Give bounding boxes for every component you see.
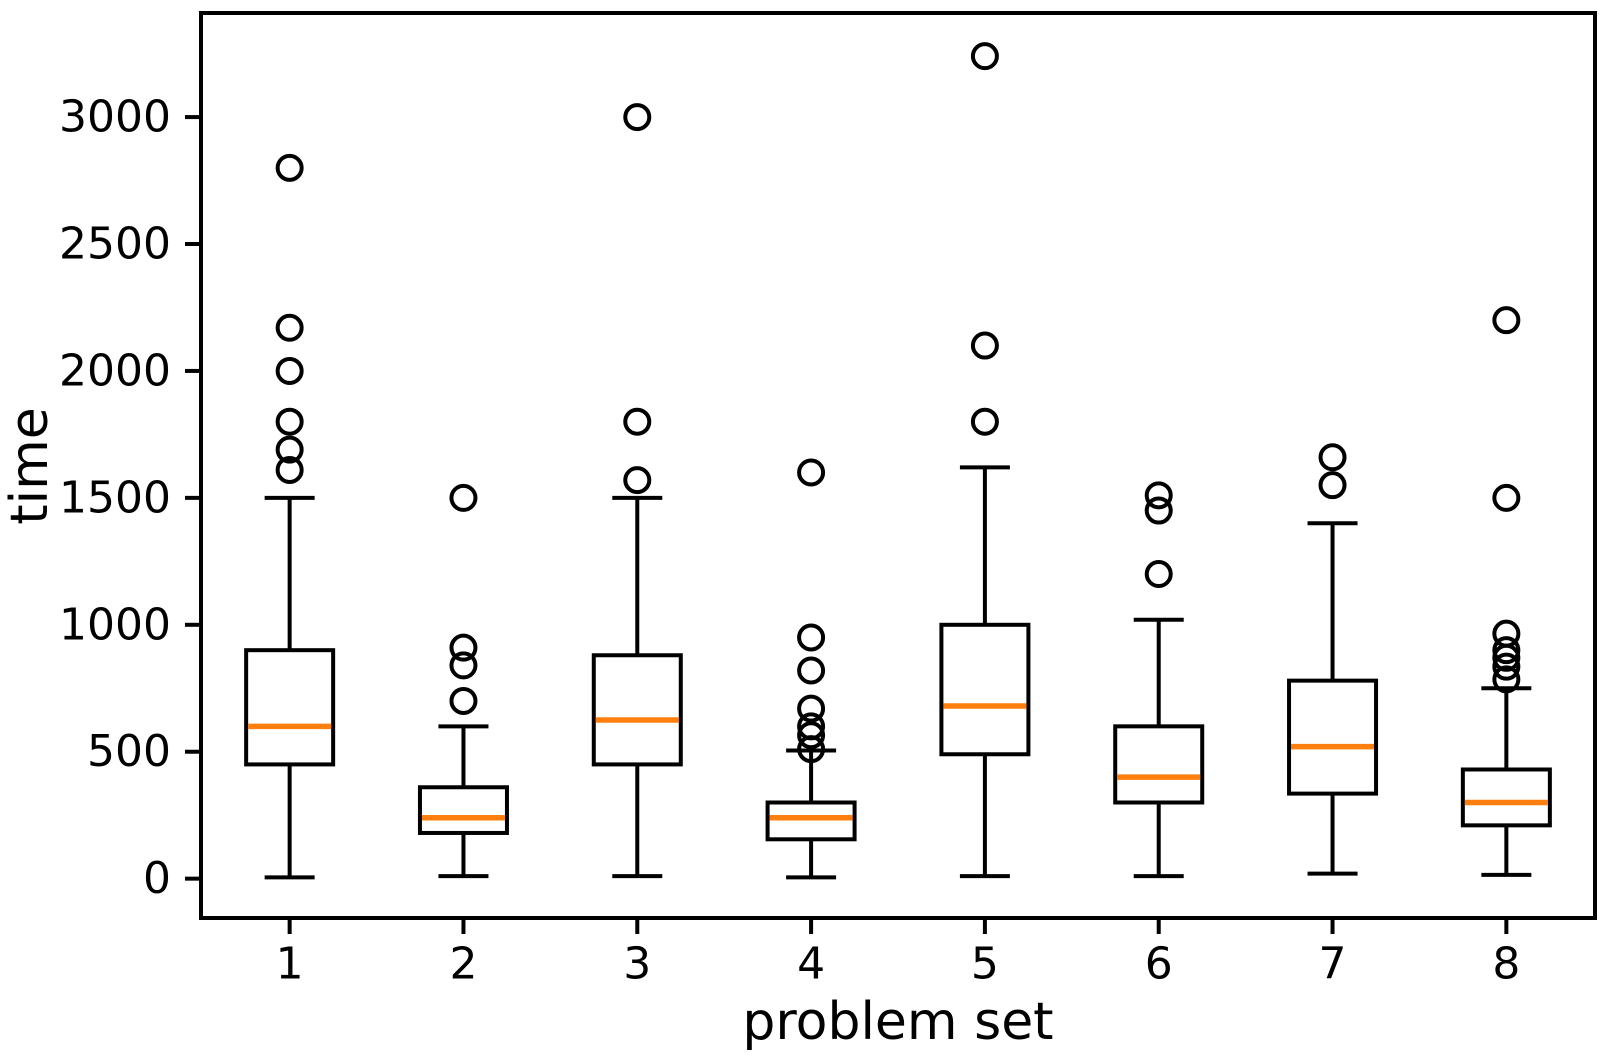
outlier-point — [1318, 443, 1347, 472]
y-tick-label: 2500 — [59, 219, 171, 270]
outlier-point — [970, 331, 999, 360]
box — [1460, 767, 1552, 828]
outlier-point — [797, 458, 826, 487]
outlier-point — [275, 455, 304, 484]
y-tick-label: 2000 — [59, 345, 171, 396]
outlier-point — [1492, 636, 1521, 665]
x-tick-label: 6 — [1145, 939, 1173, 990]
outlier-point — [275, 313, 304, 342]
y-tick-label: 500 — [87, 726, 171, 777]
x-tick-label: 4 — [797, 939, 825, 990]
outlier-point — [797, 712, 826, 741]
outlier-point — [1144, 496, 1173, 525]
outlier-point — [449, 483, 478, 512]
y-tick-label: 1500 — [59, 472, 171, 523]
box — [244, 648, 336, 767]
box — [939, 622, 1031, 757]
outlier-point — [1492, 483, 1521, 512]
outlier-point — [449, 633, 478, 662]
outlier-point — [1492, 619, 1521, 648]
outlier-point — [275, 435, 304, 464]
y-tick-label: 1000 — [59, 599, 171, 650]
outlier-point — [275, 407, 304, 436]
outlier-point — [1144, 481, 1173, 510]
x-tick-label: 3 — [623, 939, 651, 990]
outlier-point — [970, 407, 999, 436]
y-axis-label: time — [0, 407, 60, 524]
x-tick-label: 1 — [276, 939, 304, 990]
outlier-point — [797, 694, 826, 723]
x-tick-label: 8 — [1492, 939, 1520, 990]
outlier-point — [275, 153, 304, 182]
x-axis-label: problem set — [742, 992, 1053, 1052]
box — [1287, 678, 1379, 796]
outlier-point — [449, 651, 478, 680]
outlier-point — [623, 407, 652, 436]
outlier-point — [1318, 471, 1347, 500]
x-tick-label: 7 — [1319, 939, 1347, 990]
outlier-point — [1492, 652, 1521, 681]
outlier-point — [1144, 560, 1173, 589]
y-tick-label: 0 — [143, 853, 171, 904]
box — [591, 653, 683, 767]
box — [1113, 724, 1205, 805]
box — [417, 785, 509, 835]
x-tick-label: 5 — [971, 939, 999, 990]
y-tick-label: 3000 — [59, 92, 171, 143]
outlier-point — [449, 686, 478, 715]
outlier-point — [623, 103, 652, 132]
outlier-point — [275, 356, 304, 385]
x-tick-label: 2 — [449, 939, 477, 990]
outlier-point — [970, 42, 999, 71]
outlier-point — [797, 623, 826, 652]
outlier-point — [1492, 665, 1521, 694]
outlier-point — [623, 466, 652, 495]
plot-frame — [199, 11, 1597, 920]
outlier-point — [797, 656, 826, 685]
outlier-point — [797, 721, 826, 750]
outlier-point — [1492, 306, 1521, 335]
box — [765, 800, 857, 842]
